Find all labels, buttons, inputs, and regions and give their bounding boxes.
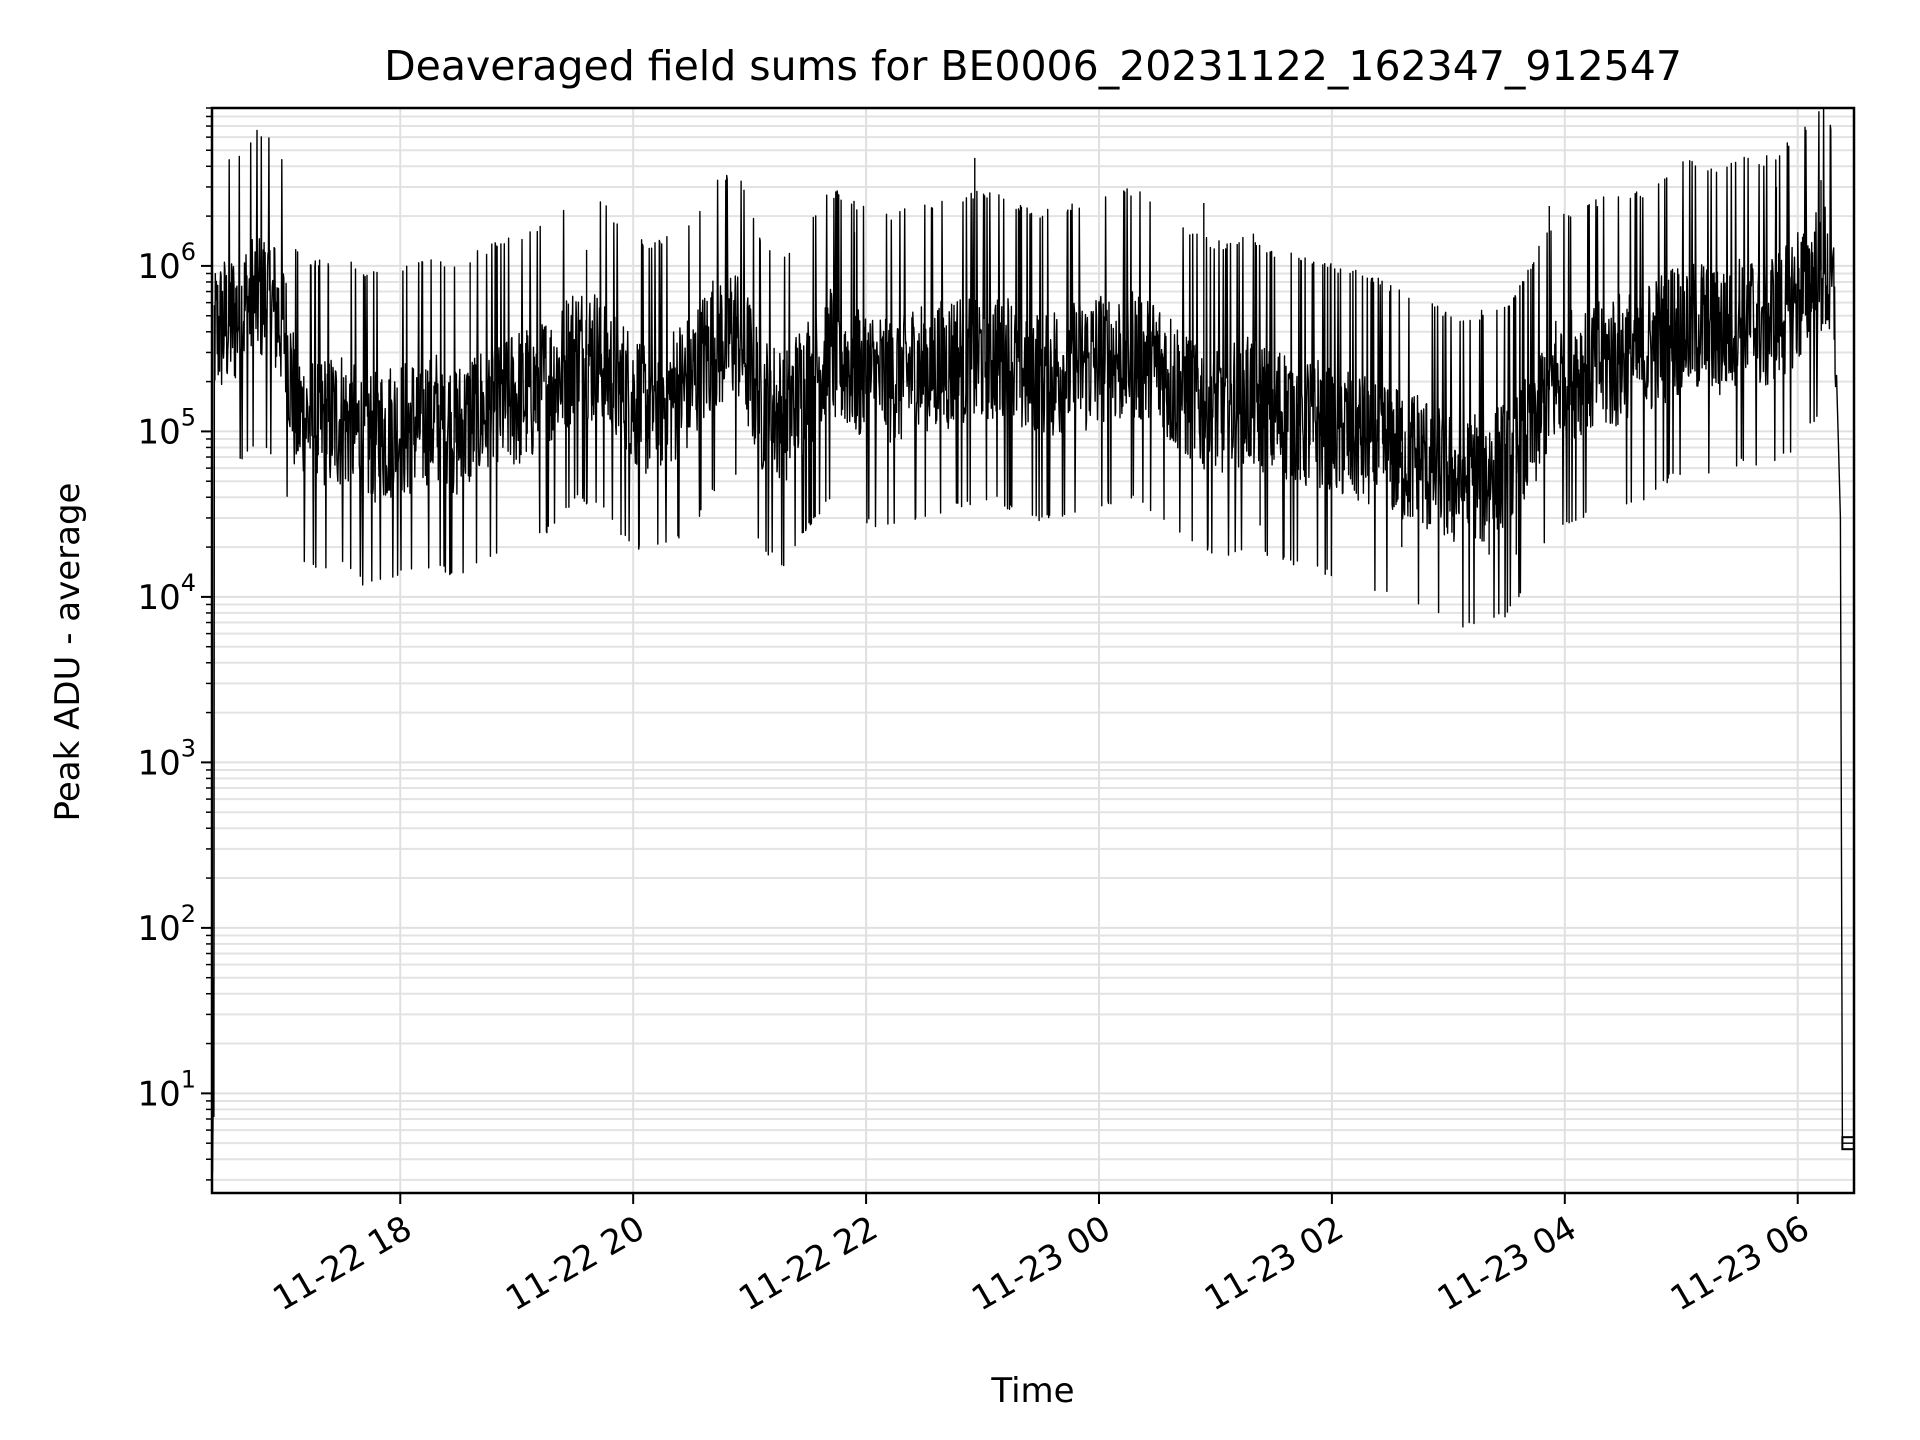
y-tick-label: 103	[137, 734, 196, 783]
series-line	[211, 107, 1854, 1173]
y-tick-label: 105	[137, 403, 196, 452]
chart-title: Deaveraged field sums for BE0006_2023112…	[384, 42, 1682, 90]
y-tick-label: 106	[137, 238, 196, 287]
y-tick-label: 101	[137, 1065, 196, 1114]
y-tick-label: 102	[137, 900, 196, 949]
y-axis-label: Peak ADU - average	[48, 483, 88, 822]
x-axis-label: Time	[990, 1371, 1074, 1411]
y-tick-label: 104	[137, 569, 196, 618]
y-axis-ticks: 101 102 103 104 105 106	[137, 107, 212, 1181]
data-series	[211, 107, 1856, 1173]
plot-area-frame	[210, 106, 1856, 1195]
grid	[212, 107, 1854, 1193]
